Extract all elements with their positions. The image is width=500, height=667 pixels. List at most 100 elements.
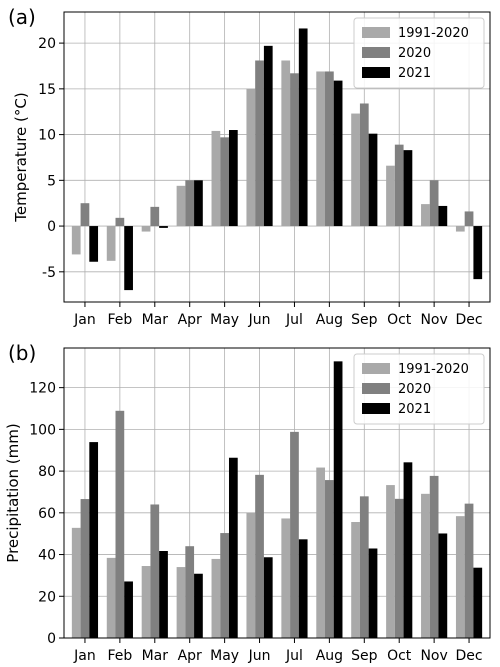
bar-jan-1991-2020 — [71, 226, 81, 255]
bar-jun-2021 — [263, 45, 273, 227]
bar-mar-1991-2020 — [141, 226, 151, 232]
bar-aug-2021 — [333, 80, 343, 227]
bar-jul-1991-2020 — [281, 60, 291, 227]
y-tick-label: 40 — [38, 548, 56, 564]
legend-label-1991-2020: 1991-2020 — [398, 26, 469, 41]
bar-jan-2021 — [89, 442, 99, 638]
bar-sep-2020 — [359, 103, 369, 227]
bar-dec-2021 — [473, 567, 483, 638]
bar-feb-1991-2020 — [106, 226, 116, 261]
legend-swatch-1991-2020 — [362, 363, 390, 374]
bar-may-2020 — [220, 533, 229, 638]
bar-oct-2021 — [403, 462, 413, 638]
bar-dec-2020 — [464, 503, 474, 638]
x-tick-label: May — [210, 648, 239, 664]
bar-jul-2020 — [290, 73, 299, 227]
bar-may-2020 — [220, 137, 229, 227]
bar-may-1991-2020 — [211, 130, 221, 227]
legend-swatch-2020 — [362, 383, 390, 394]
bar-jul-2020 — [290, 431, 299, 638]
bar-sep-1991-2020 — [351, 522, 360, 638]
plot-frame — [63, 11, 491, 303]
x-tick-label: May — [210, 312, 239, 328]
legend-swatch-2020 — [362, 47, 390, 58]
plot-frame — [63, 347, 491, 639]
bar-may-2021 — [228, 457, 238, 638]
x-tick-label: Sep — [351, 648, 378, 664]
bar-apr-1991-2020 — [176, 185, 186, 227]
x-tick-label: Oct — [387, 312, 412, 328]
y-tick-label: 15 — [38, 82, 56, 98]
x-tick-label: Feb — [107, 312, 132, 328]
bar-nov-1991-2020 — [421, 204, 430, 227]
bar-may-1991-2020 — [211, 558, 221, 638]
bar-aug-2020 — [325, 480, 334, 638]
x-tick-label: Apr — [178, 648, 202, 664]
x-tick-label: Aug — [316, 312, 343, 328]
bar-apr-2021 — [194, 573, 203, 638]
legend: 1991-2020 2020 2021 — [353, 17, 485, 89]
x-tick-label: Mar — [142, 312, 169, 328]
bar-dec-2021 — [473, 226, 483, 280]
panel-label: (b) — [8, 341, 36, 365]
x-tick-label: Feb — [107, 648, 132, 664]
y-tick-label: 0 — [47, 631, 56, 647]
legend-label-2020: 2020 — [398, 46, 431, 61]
legend: 1991-2020 2020 2021 — [353, 353, 485, 425]
y-tick-label: -5 — [42, 265, 56, 281]
x-tick-label: Jul — [285, 648, 303, 664]
bar-mar-2021 — [159, 551, 168, 638]
bar-nov-1991-2020 — [421, 493, 430, 638]
bar-nov-2020 — [429, 180, 439, 227]
bar-nov-2021 — [438, 205, 448, 227]
bar-jul-2021 — [298, 28, 308, 227]
bar-oct-2020 — [394, 144, 404, 227]
bar-jun-2020 — [255, 60, 264, 227]
bar-nov-2021 — [438, 533, 448, 638]
bar-feb-1991-2020 — [106, 557, 116, 638]
bar-jun-1991-2020 — [246, 512, 256, 638]
bars — [71, 361, 483, 638]
bar-jan-2021 — [89, 226, 99, 262]
bar-feb-2021 — [124, 226, 133, 291]
x-tick-label: Jun — [248, 648, 271, 664]
legend-label-2021: 2021 — [398, 402, 431, 417]
y-tick-label: 100 — [29, 422, 56, 438]
bar-sep-2021 — [368, 548, 378, 638]
bar-jan-1991-2020 — [71, 527, 81, 638]
bar-sep-1991-2020 — [351, 113, 360, 227]
bar-nov-2020 — [429, 475, 439, 638]
y-tick-label: 60 — [38, 506, 56, 522]
bar-jun-2021 — [263, 557, 273, 638]
x-tick-label: Apr — [178, 312, 202, 328]
x-tick-label: Nov — [420, 648, 447, 664]
bar-jun-1991-2020 — [246, 88, 256, 227]
x-tick-label: Jan — [73, 648, 96, 664]
bar-mar-2021 — [159, 226, 168, 228]
legend-label-2020: 2020 — [398, 382, 431, 397]
bar-sep-2021 — [368, 133, 378, 227]
x-tick-label: Dec — [456, 648, 483, 664]
bar-may-2021 — [228, 130, 238, 227]
x-tick-label: Jun — [248, 312, 271, 328]
panel-label: (a) — [8, 5, 36, 29]
x-tick-label: Nov — [420, 312, 447, 328]
bar-oct-2021 — [403, 150, 413, 227]
y-tick-label: 5 — [47, 173, 56, 189]
bar-feb-2021 — [124, 581, 133, 638]
bar-dec-1991-2020 — [455, 516, 465, 638]
bar-jun-2020 — [255, 474, 264, 638]
bar-apr-2020 — [185, 546, 195, 638]
bar-feb-2020 — [115, 217, 125, 227]
panel-precipitation: 0 20 40 60 80 100 120 Jan Feb Mar Apr May Jun Jul Aug S… — [4, 341, 491, 664]
bar-mar-2020 — [150, 504, 160, 638]
bar-jul-1991-2020 — [281, 518, 291, 638]
bar-sep-2020 — [359, 496, 369, 638]
legend-swatch-2021 — [362, 403, 390, 414]
x-tick-label: Jan — [73, 312, 96, 328]
y-tick-label: 10 — [38, 128, 56, 144]
bar-apr-2020 — [185, 180, 195, 227]
x-tick-label: Jul — [285, 312, 303, 328]
panel-temperature: -5 0 5 10 15 20 Jan Feb Mar Apr May Jun Jul Aug Sep Oct… — [8, 5, 491, 328]
y-axis-label: Precipitation (mm) — [4, 423, 22, 562]
